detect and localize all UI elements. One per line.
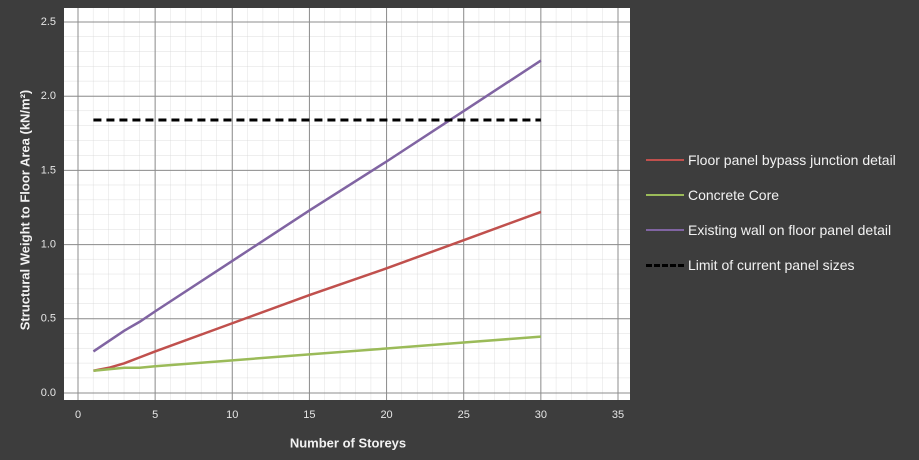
y-tick-label: 2.5 — [41, 16, 56, 28]
y-tick-label: 2.0 — [41, 90, 56, 102]
y-axis-title: Structural Weight to Floor Area (kN/m²) — [17, 90, 32, 331]
x-tick-label: 35 — [612, 409, 624, 421]
legend-swatch — [646, 194, 684, 196]
legend-entry: Existing wall on floor panel detail — [646, 220, 916, 241]
legend-label: Limit of current panel sizes — [688, 257, 855, 273]
x-tick-label: 15 — [303, 409, 315, 421]
x-tick-label: 10 — [226, 409, 238, 421]
x-tick-label: 0 — [75, 409, 81, 421]
series-line — [92, 59, 542, 353]
y-tick-label: 0.0 — [41, 387, 56, 399]
legend-entry: Limit of current panel sizes — [646, 255, 916, 276]
legend-label: Concrete Core — [688, 187, 780, 203]
y-tick-label: 1.0 — [41, 239, 56, 251]
y-tick-label: 0.5 — [41, 313, 56, 325]
legend-entry: Floor panel bypass junction detail — [646, 150, 916, 171]
y-tick-label: 1.5 — [41, 164, 56, 176]
series-line — [93, 335, 541, 372]
legend-swatch — [646, 229, 684, 231]
plot-svg: Number of Storeys Structural Weight to F… — [17, 8, 630, 450]
series-line — [93, 210, 542, 372]
legend-swatch — [646, 159, 684, 161]
x-axis-title: Number of Storeys — [290, 435, 406, 450]
x-tick-label: 20 — [380, 409, 392, 421]
legend-entry: Concrete Core — [646, 185, 916, 206]
legend-label: Floor panel bypass junction detail — [688, 152, 896, 168]
legend-swatch — [646, 264, 684, 267]
x-tick-label: 5 — [152, 409, 158, 421]
legend-label: Existing wall on floor panel detail — [688, 222, 892, 238]
legend: Floor panel bypass junction detail Concre… — [646, 150, 916, 290]
minor-grid — [64, 8, 630, 400]
x-tick-label: 30 — [535, 409, 547, 421]
x-tick-label: 25 — [458, 409, 470, 421]
